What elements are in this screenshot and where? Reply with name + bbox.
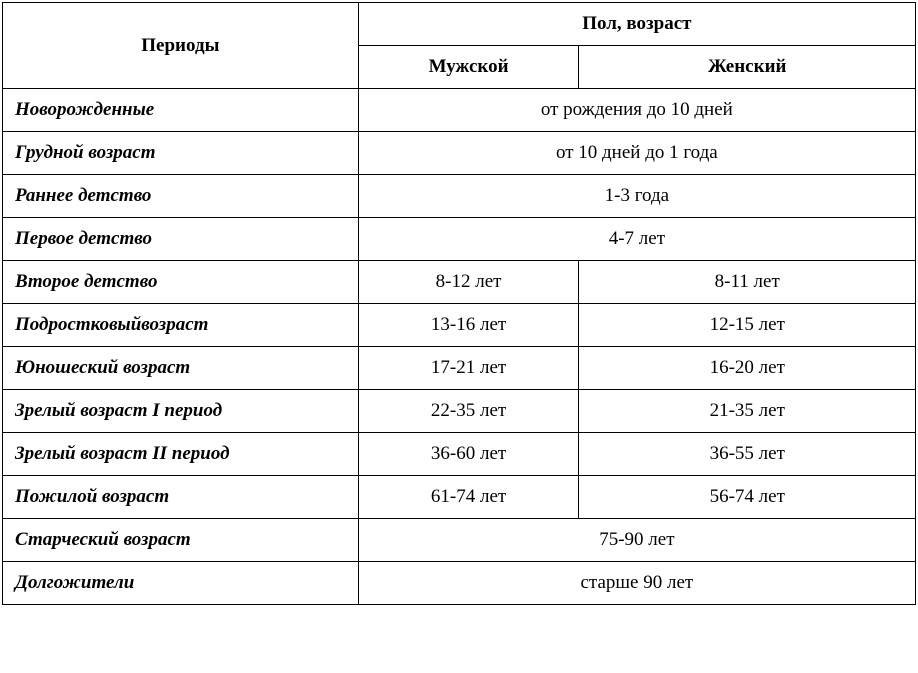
value-female: 36-55 лет [579,433,916,476]
table-row: Грудной возрастот 10 дней до 1 года [3,132,916,175]
table-row: Второе детство8-12 лет8-11 лет [3,261,916,304]
value-male: 61-74 лет [358,476,579,519]
table-row: Раннее детство1-3 года [3,175,916,218]
value-female: 21-35 лет [579,390,916,433]
table-row: Новорожденныеот рождения до 10 дней [3,89,916,132]
period-label: Старческий возраст [3,519,359,562]
period-label: Раннее детство [3,175,359,218]
period-label: Подростковыйвозраст [3,304,359,347]
table-header: Периоды Пол, возраст Мужской Женский [3,3,916,89]
value-female: 12-15 лет [579,304,916,347]
period-label: Долгожители [3,562,359,605]
table-row: Старческий возраст75-90 лет [3,519,916,562]
value-merged: 75-90 лет [358,519,915,562]
period-label: Юношеский возраст [3,347,359,390]
value-female: 56-74 лет [579,476,916,519]
header-male: Мужской [358,46,579,89]
header-gender-age: Пол, возраст [358,3,915,46]
value-merged: 4-7 лет [358,218,915,261]
value-male: 13-16 лет [358,304,579,347]
value-male: 17-21 лет [358,347,579,390]
table-row: Подростковыйвозраст13-16 лет12-15 лет [3,304,916,347]
table-row: Зрелый возраст I период22-35 лет21-35 ле… [3,390,916,433]
value-merged: от рождения до 10 дней [358,89,915,132]
table-row: Первое детство4-7 лет [3,218,916,261]
age-periods-table: Периоды Пол, возраст Мужской Женский Нов… [2,2,916,605]
period-label: Зрелый возраст II период [3,433,359,476]
period-label: Второе детство [3,261,359,304]
period-label: Первое детство [3,218,359,261]
value-merged: от 10 дней до 1 года [358,132,915,175]
table-row: Зрелый возраст II период36-60 лет36-55 л… [3,433,916,476]
period-label: Пожилой возраст [3,476,359,519]
table-row: Юношеский возраст17-21 лет16-20 лет [3,347,916,390]
value-male: 8-12 лет [358,261,579,304]
value-merged: 1-3 года [358,175,915,218]
period-label: Зрелый возраст I период [3,390,359,433]
table-row: Пожилой возраст61-74 лет56-74 лет [3,476,916,519]
header-periods: Периоды [3,3,359,89]
value-male: 22-35 лет [358,390,579,433]
value-male: 36-60 лет [358,433,579,476]
value-female: 8-11 лет [579,261,916,304]
period-label: Грудной возраст [3,132,359,175]
value-merged: старше 90 лет [358,562,915,605]
period-label: Новорожденные [3,89,359,132]
header-row-1: Периоды Пол, возраст [3,3,916,46]
header-female: Женский [579,46,916,89]
table-row: Долгожителистарше 90 лет [3,562,916,605]
table-body: Новорожденныеот рождения до 10 днейГрудн… [3,89,916,605]
value-female: 16-20 лет [579,347,916,390]
